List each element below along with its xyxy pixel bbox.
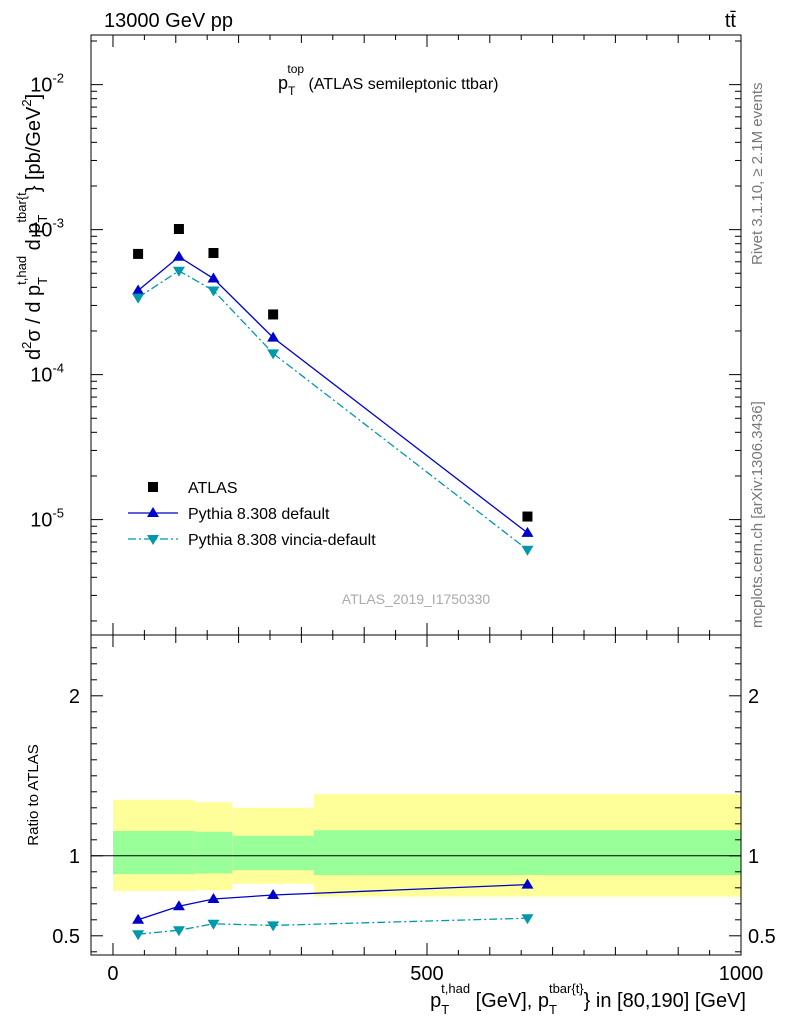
- data-point: [132, 293, 145, 304]
- y-tick-label-ratio: 2: [69, 686, 80, 708]
- x-tick-label: 0: [107, 963, 118, 985]
- ratio-panel: 0.5 0.5 1 1 2 2 0 500 1000: [52, 634, 776, 985]
- ratio-point: [172, 900, 185, 911]
- y-axis-label-main: d2σ / d pTt,had d pTtbar{t} [pb/GeV2]: [14, 94, 50, 360]
- ratio-point: [207, 893, 220, 903]
- y-tick-label-main: 10-4: [30, 361, 64, 387]
- ratio-point: [267, 889, 280, 899]
- legend-marker: [147, 535, 159, 545]
- ratio-point: [132, 913, 145, 924]
- data-point: [267, 331, 280, 342]
- legend-marker: [148, 482, 158, 492]
- ratio-point: [521, 878, 534, 889]
- data-point: [522, 511, 533, 522]
- x-axis-label: pTt,had [GeV], pTtbar{t}} in [80,190] [G…: [430, 981, 746, 1017]
- series-1: [132, 250, 534, 537]
- uncertainty-band-inner: [313, 830, 741, 875]
- data-point: [132, 284, 145, 295]
- y-tick-label-main: 10-3: [30, 216, 64, 242]
- ratio-line: [138, 917, 528, 935]
- legend-label: Pythia 8.308 default: [188, 506, 330, 523]
- ratio-point: [267, 921, 280, 932]
- legend-marker: [147, 507, 159, 517]
- data-point: [172, 266, 185, 277]
- data-point: [172, 250, 185, 261]
- data-point: [207, 272, 220, 283]
- data-point: [268, 309, 279, 320]
- ratio-panel-frame: [90, 634, 742, 956]
- analysis-id-label: ATLAS_2019_I1750330: [342, 591, 491, 607]
- y-tick-label-ratio-right: 2: [748, 686, 759, 708]
- legend-label: ATLAS: [188, 480, 238, 497]
- series-0: [133, 224, 533, 522]
- ratio-point: [521, 914, 534, 925]
- x-tick-label: 500: [410, 963, 443, 985]
- data-point: [207, 286, 220, 297]
- x-tick-label: 1000: [719, 963, 764, 985]
- uncertainty-band-inner: [232, 835, 314, 871]
- main-panel: 10-2 10-3 10-4 10-5: [30, 34, 742, 636]
- uncertainty-band-inner: [112, 831, 195, 875]
- y-tick-label-ratio: 0.5: [52, 926, 80, 948]
- data-point: [521, 545, 534, 556]
- data-point: [208, 247, 219, 258]
- energy-label: 13000 GeV pp: [104, 10, 233, 32]
- y-axis-label-ratio: Ratio to ATLAS: [25, 744, 42, 845]
- data-point: [133, 248, 144, 259]
- rivet-label: Rivet 3.1.10, ≥ 2.1M events: [749, 83, 766, 266]
- legend-label: Pythia 8.308 vincia-default: [188, 532, 376, 549]
- data-point: [173, 224, 184, 235]
- y-tick-label-main: 10-2: [30, 71, 64, 97]
- y-tick-label-ratio-right: 0.5: [748, 926, 776, 948]
- ratio-series-1: [132, 914, 534, 941]
- process-label: tt̄: [725, 10, 737, 32]
- legend: ATLAS Pythia 8.308 default Pythia 8.308 vi…: [128, 480, 376, 549]
- y-tick-label-ratio: 1: [69, 846, 80, 868]
- ratio-point: [132, 930, 145, 941]
- data-point: [267, 349, 280, 360]
- y-tick-label-ratio-right: 1: [748, 846, 759, 868]
- mcplots-label: mcplots.cern.ch [arXiv:1306.3436]: [749, 401, 766, 628]
- data-point: [521, 526, 534, 537]
- ratio-series-0: [132, 878, 534, 924]
- ratio-point: [207, 919, 220, 930]
- y-tick-label-main: 10-5: [30, 506, 64, 532]
- uncertainty-band-inner: [194, 831, 233, 874]
- series-line: [137, 270, 528, 551]
- ratio-point: [172, 926, 185, 937]
- series-2: [132, 266, 534, 556]
- main-title: pTtop (ATLAS semileptonic ttbar): [278, 62, 498, 98]
